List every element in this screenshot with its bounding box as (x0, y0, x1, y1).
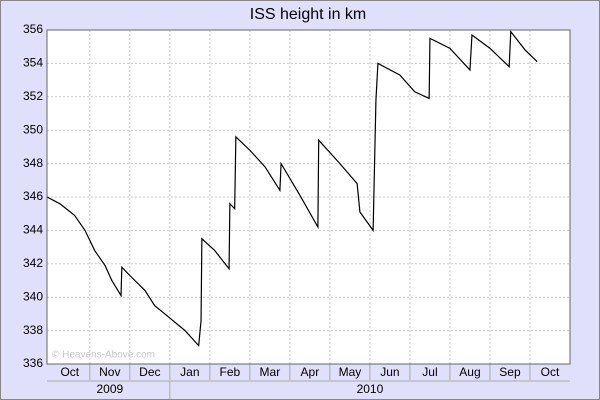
y-tick-label: 344 (23, 223, 43, 237)
y-tick-label: 352 (23, 89, 43, 103)
x-tick-label: Feb (220, 365, 241, 379)
x-tick-label: Jan (180, 365, 199, 379)
y-tick-label: 340 (23, 289, 43, 303)
x-tick-label: Dec (139, 365, 160, 379)
watermark: © Heavens-Above.com (52, 350, 155, 361)
y-tick-label: 350 (23, 122, 43, 136)
y-tick-label: 338 (23, 323, 43, 337)
chart-title: ISS height in km (250, 6, 367, 23)
year-label: 2010 (357, 382, 384, 396)
y-tick-label: 356 (23, 22, 43, 36)
plot-border (46, 29, 571, 365)
data-line (46, 30, 538, 348)
x-tick-label: Mar (260, 365, 281, 379)
y-tick-label: 336 (23, 356, 43, 370)
x-tick-label: Jun (380, 365, 399, 379)
x-tick-label: Aug (459, 365, 480, 379)
x-tick-label: Apr (301, 365, 320, 379)
x-tick-label: May (339, 365, 362, 379)
y-tick-label: 342 (23, 256, 43, 270)
y-tick-label: 354 (23, 56, 43, 70)
x-tick-label: Oct (541, 365, 560, 379)
x-tick-label: Sep (499, 365, 521, 379)
x-tick-label: Nov (99, 365, 120, 379)
y-tick-label: 348 (23, 156, 43, 170)
y-tick-label: 346 (23, 189, 43, 203)
year-label: 2009 (96, 382, 123, 396)
x-tick-label: Oct (60, 365, 79, 379)
x-tick-label: Jul (422, 365, 437, 379)
